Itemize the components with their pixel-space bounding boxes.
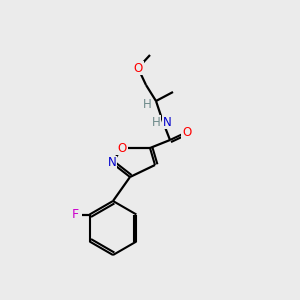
Text: O: O — [117, 142, 127, 154]
Text: N: N — [163, 116, 171, 128]
Text: F: F — [72, 208, 79, 221]
Text: O: O — [134, 61, 142, 74]
Text: H: H — [142, 98, 152, 110]
Text: O: O — [182, 125, 192, 139]
Text: N: N — [108, 157, 116, 169]
Text: H: H — [152, 116, 160, 128]
